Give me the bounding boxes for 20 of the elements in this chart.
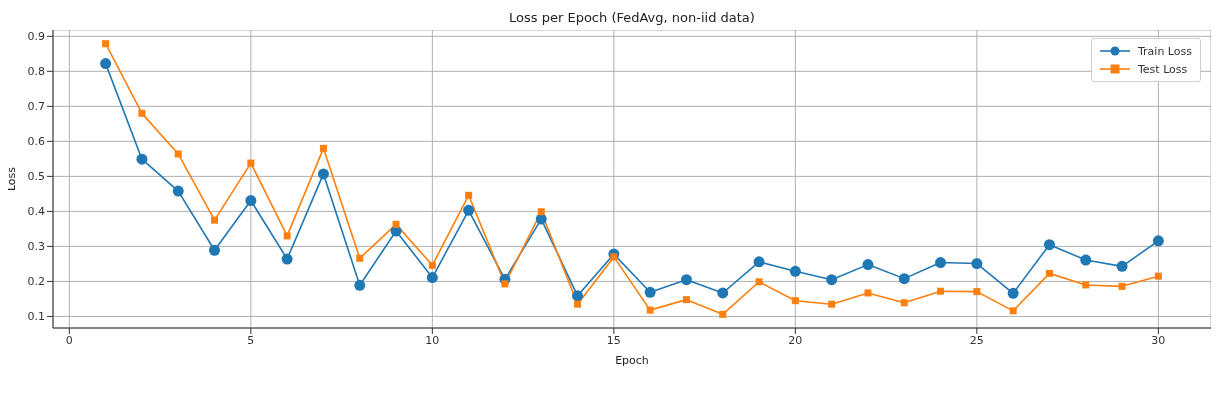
y-tick-label: 0.6 <box>27 135 45 149</box>
x-tick-label: 10 <box>425 333 440 347</box>
x-axis-title: Epoch <box>615 354 649 367</box>
y-tick-label: 0.1 <box>27 310 45 324</box>
x-tick-label: 15 <box>606 333 621 347</box>
y-tick-label: 0.4 <box>27 205 45 219</box>
x-tick-label: 25 <box>969 333 984 347</box>
y-tick-label: 0.8 <box>27 65 45 79</box>
chart-title: Loss per Epoch (FedAvg, non-iid data) <box>508 9 756 27</box>
y-tick-label: 0.2 <box>27 275 45 289</box>
legend-label: Test Loss <box>1137 62 1188 76</box>
x-tick-label: 5 <box>247 333 255 347</box>
y-tick-label: 0.5 <box>27 170 45 184</box>
y-tick-label: 0.7 <box>27 100 45 114</box>
x-tick-label: 20 <box>788 333 803 347</box>
x-tick-label: 0 <box>65 333 73 347</box>
y-tick-label: 0.3 <box>27 240 45 254</box>
x-tick-label: 30 <box>1151 333 1166 347</box>
y-tick-label: 0.9 <box>27 30 45 44</box>
legend-label: Train Loss <box>1137 44 1192 58</box>
